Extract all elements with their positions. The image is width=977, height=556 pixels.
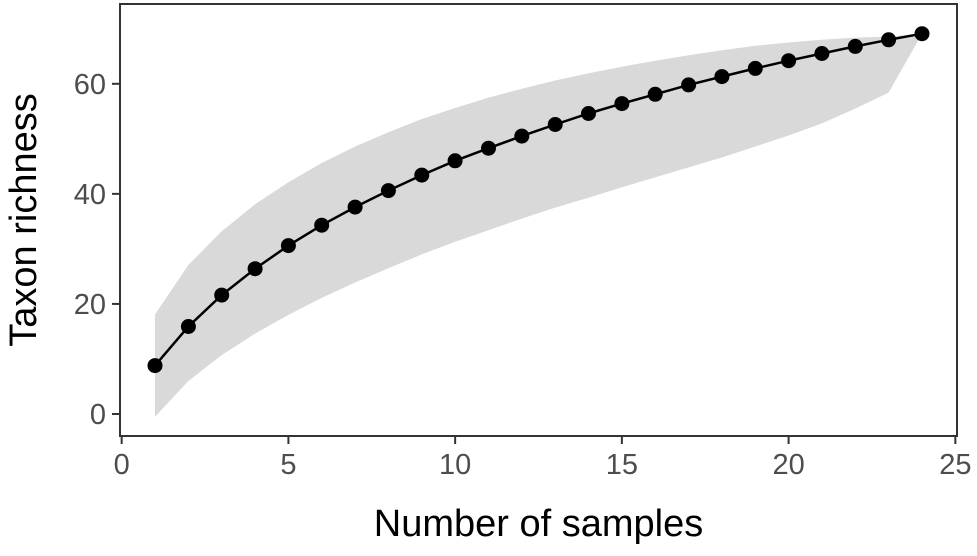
y-tick-label: 0 — [90, 399, 106, 431]
data-point — [347, 199, 363, 215]
data-point — [581, 106, 596, 121]
data-point — [781, 53, 797, 69]
y-tick-label: 20 — [74, 289, 106, 321]
data-point — [681, 77, 697, 93]
data-point — [714, 69, 730, 85]
y-axis-title: Taxon richness — [3, 93, 45, 346]
data-point — [747, 60, 763, 76]
data-point — [814, 46, 830, 61]
x-tick-label: 25 — [939, 449, 971, 481]
data-point — [314, 217, 330, 233]
x-tick-label: 15 — [606, 449, 638, 481]
x-tick-label: 10 — [439, 449, 471, 481]
data-point — [247, 261, 263, 277]
y-axis-ticks: 0 20 40 60 — [74, 69, 120, 431]
data-point — [414, 167, 430, 183]
data-point — [881, 32, 897, 48]
confidence-band-layer — [155, 33, 922, 417]
data-point — [614, 96, 630, 112]
x-axis-title: Number of samples — [374, 503, 703, 545]
data-points-layer — [147, 26, 930, 374]
data-point — [514, 128, 530, 144]
confidence-band — [155, 33, 922, 417]
data-point — [847, 38, 863, 54]
x-tick-label: 20 — [772, 449, 804, 481]
x-axis-ticks: 0 5 10 15 20 25 — [114, 436, 971, 481]
y-tick-label: 60 — [74, 69, 106, 101]
data-point — [647, 86, 663, 102]
data-point — [914, 26, 930, 42]
data-point — [447, 153, 463, 169]
x-tick-label: 0 — [114, 449, 130, 481]
data-point — [380, 183, 396, 199]
data-point — [280, 238, 296, 254]
y-tick-label: 40 — [74, 179, 106, 211]
data-point — [147, 358, 163, 374]
x-tick-label: 5 — [280, 449, 296, 481]
data-point — [214, 287, 230, 303]
panel-border — [119, 3, 958, 437]
data-point — [547, 117, 563, 132]
data-point — [481, 140, 496, 156]
data-point — [180, 319, 196, 334]
